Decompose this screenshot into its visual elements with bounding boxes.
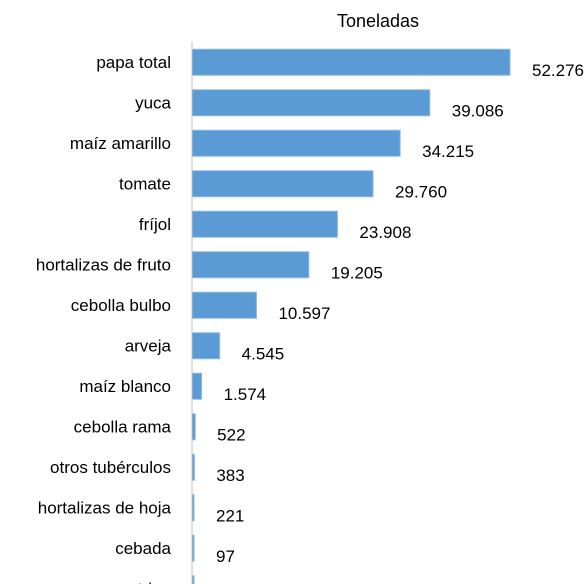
bars-layer: papa total 52.276 yuca 39.086 maíz amarillo 3…: [36, 48, 584, 584]
bar: [191, 170, 374, 198]
value-label: 19.205: [331, 263, 383, 282]
value-label: 1.574: [224, 385, 267, 404]
category-label: maíz amarillo: [70, 134, 171, 153]
value-label: 4.545: [242, 344, 285, 363]
chart-title: Toneladas: [337, 11, 419, 31]
value-label: 52.276: [532, 61, 584, 80]
bar: [191, 332, 221, 360]
value-label: 23.908: [359, 223, 411, 242]
value-label: 522: [217, 425, 245, 444]
category-label: papa total: [96, 53, 171, 72]
value-label: 221: [216, 506, 244, 525]
category-label: otros tubérculos: [50, 458, 171, 477]
bar: [191, 210, 338, 238]
category-label: cebolla rama: [74, 417, 172, 436]
category-label: tomate: [119, 174, 171, 193]
category-label: cebada: [115, 539, 171, 558]
category-label: trigo: [138, 579, 171, 584]
bar: [191, 129, 401, 157]
bar: [191, 89, 431, 117]
category-label: arveja: [125, 336, 172, 355]
category-label: hortalizas de fruto: [36, 255, 171, 274]
category-label: maíz blanco: [79, 377, 171, 396]
value-label: 39.086: [452, 101, 504, 120]
bar: [191, 575, 195, 584]
value-label: 97: [216, 547, 235, 566]
bar: [191, 372, 203, 400]
bar: [191, 251, 310, 279]
category-label: yuca: [135, 93, 171, 112]
value-label: 29.760: [395, 182, 447, 201]
category-label: cebolla bulbo: [71, 296, 171, 315]
bar: [191, 48, 511, 76]
value-label: 383: [216, 466, 244, 485]
category-label: hortalizas de hoja: [38, 498, 172, 517]
category-label: fríjol: [139, 215, 171, 234]
value-label: 10.597: [278, 304, 330, 323]
value-label: 34.215: [422, 142, 474, 161]
bar: [191, 291, 257, 319]
